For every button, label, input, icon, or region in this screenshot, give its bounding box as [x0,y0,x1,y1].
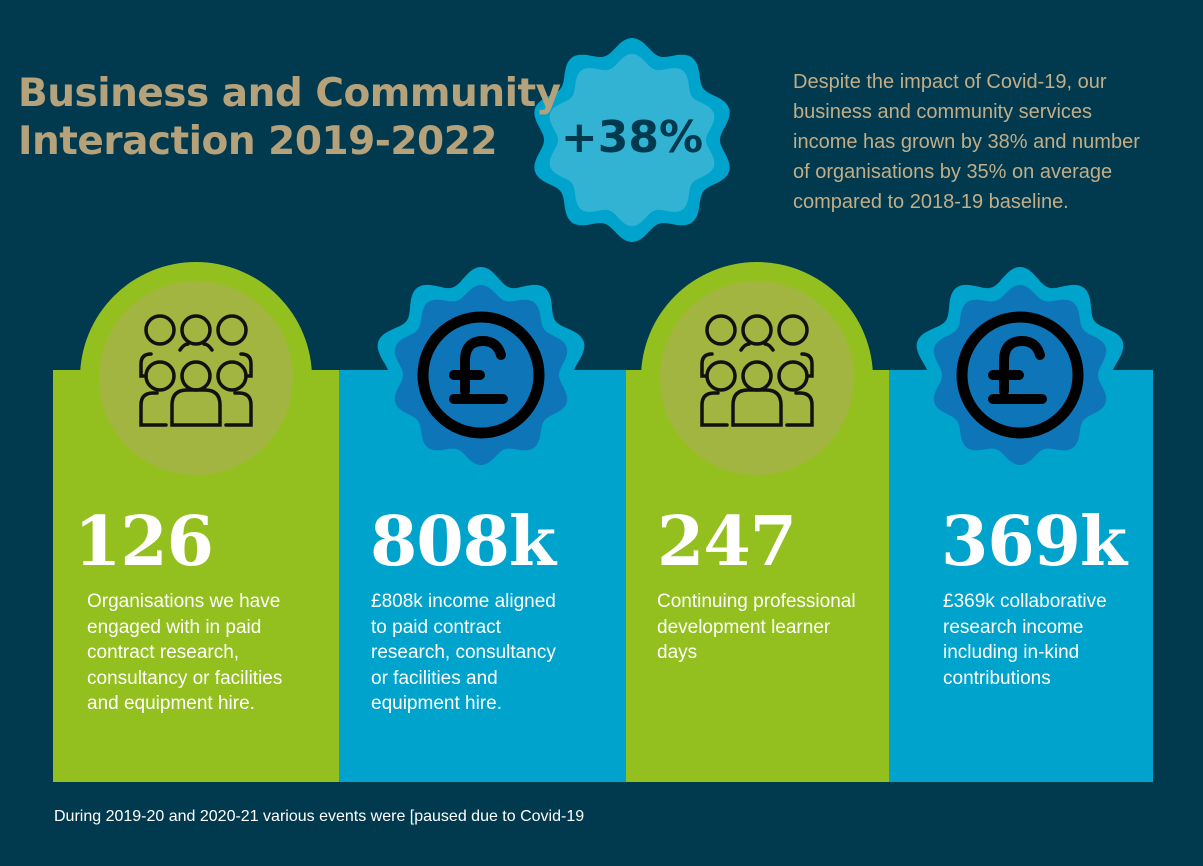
intro-line: income has grown by 38% and number [793,131,1140,153]
stat-value-cpd-days: 247 [657,502,797,582]
desc-line: research, consultancy [371,642,556,663]
title-line: Interaction 2019-2022 [18,119,497,164]
desc-line: Organisations we have [87,591,281,612]
desc-line: consultancy or facilities [87,667,283,689]
stat-desc-contract-income: £808k income aligned to paid contract rese… [371,589,556,717]
intro-line: compared to 2018-19 baseline. [793,191,1069,213]
desc-line: including in-kind [943,642,1080,663]
desc-line: research income [943,616,1084,638]
desc-line: contract research, [87,642,240,663]
desc-line: £369k collaborative [943,591,1107,612]
people-group-icon [139,314,253,427]
desc-line: contributions [943,667,1051,689]
intro-text: Despite the impact of Covid-19, our busi… [793,67,1183,217]
desc-line: or facilities and [371,667,498,689]
desc-line: days [657,642,698,663]
desc-line: engaged with in paid [87,616,262,638]
stat-value-contract-income: 808k [370,502,556,582]
stat-desc-organisations: Organisations we have engaged with in pai… [87,589,282,717]
intro-line: business and community services [793,101,1093,123]
desc-line: to paid contract [371,616,501,638]
pound-coin-icon [956,311,1084,439]
stat-desc-cpd-days: Continuing professional development learn… [657,589,856,666]
growth-badge-value: +38% [560,112,704,163]
page-title: Business and Community Interaction 2019-… [18,70,561,166]
icon-circle-inner [660,281,854,475]
pound-coin-icon [417,311,545,439]
desc-line: £808k income aligned [371,591,556,612]
stat-value-organisations: 126 [74,502,214,582]
desc-line: development learner [657,616,831,638]
icon-circle-inner [99,281,293,475]
footnote: During 2019-20 and 2020-21 various event… [54,808,585,825]
desc-line: Continuing professional [657,591,856,612]
title-line: Business and Community [18,71,561,116]
stat-value-collaborative-income: 369k [941,502,1127,582]
people-group-icon [700,314,814,427]
stat-desc-collaborative-income: £369k collaborative research income includ… [943,589,1107,691]
intro-line: of organisations by 35% on average [793,161,1113,183]
desc-line: and equipment hire. [87,693,255,714]
growth-badge-inner [549,54,715,226]
desc-line: equipment hire. [371,693,502,714]
intro-line: Despite the impact of Covid-19, our [793,71,1107,93]
